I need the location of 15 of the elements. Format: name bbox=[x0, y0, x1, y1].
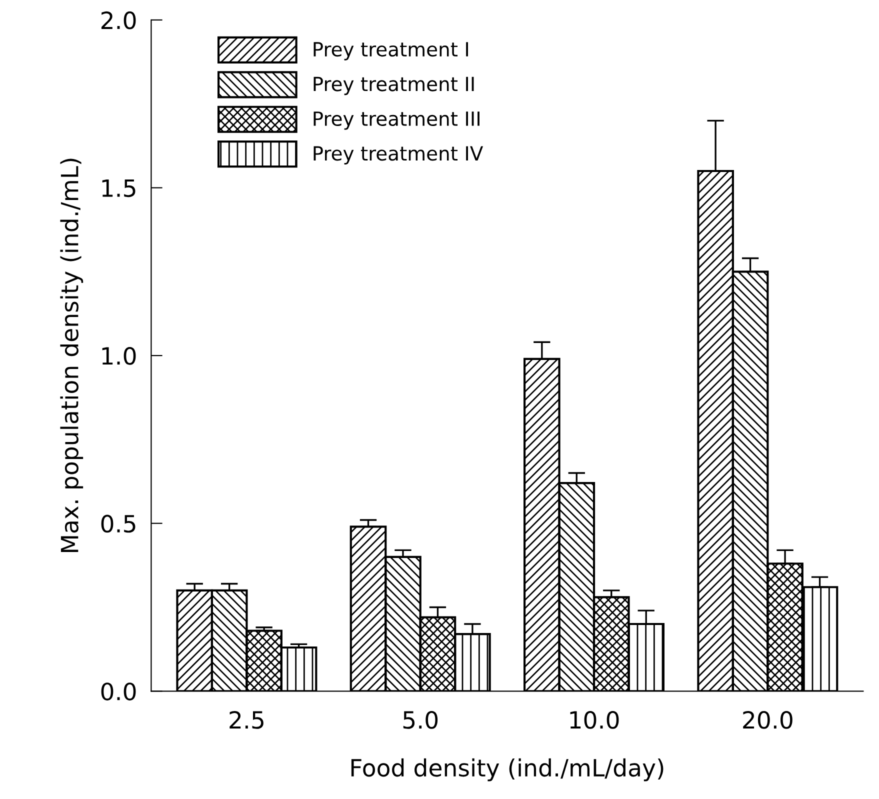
x-tick-label: 5.0 bbox=[403, 710, 438, 729]
x-axis-title: Food density (ind./mL/day) bbox=[351, 758, 664, 782]
legend-label: Prey treatment III bbox=[314, 112, 480, 130]
y-tick-label: 1.0 bbox=[102, 347, 136, 365]
legend-label: Prey treatment II bbox=[314, 76, 474, 96]
y-tick-label: 2.0 bbox=[101, 11, 136, 30]
y-tick-label: 1.5 bbox=[102, 180, 136, 198]
y-tick-label: 0.0 bbox=[101, 682, 136, 700]
legend-label: Prey treatment I bbox=[314, 42, 468, 60]
x-tick-label: 20.0 bbox=[743, 710, 792, 729]
y-tick-label: 0.5 bbox=[101, 514, 136, 533]
x-tick-label: 2.5 bbox=[230, 710, 264, 729]
x-tick-label: 10.0 bbox=[570, 710, 619, 729]
legend-label: Prey treatment IV bbox=[314, 146, 484, 165]
y-axis-title: Max. population density (ind./mL) bbox=[60, 158, 84, 552]
